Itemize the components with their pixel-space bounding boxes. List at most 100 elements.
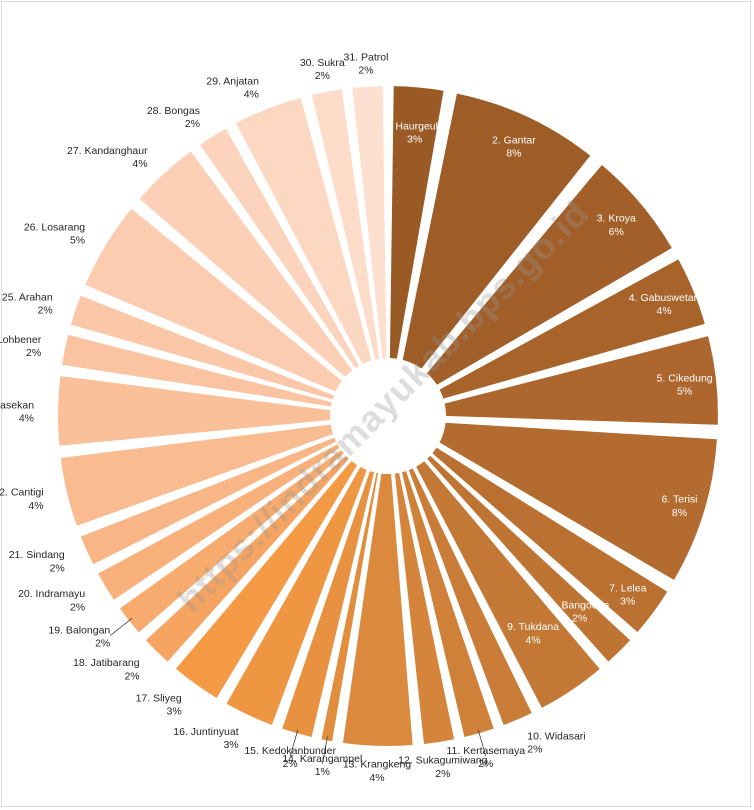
data-label-name-29: 29. Anjatan [206, 75, 259, 87]
data-label-11: 11. Kertasemaya 2% [447, 745, 526, 770]
pie-slice-29 [235, 97, 383, 403]
data-label-5: 5. Cikedung 5% [657, 372, 713, 397]
pie-slice-19 [119, 424, 378, 633]
data-label-name-24: 24. Lohbener [0, 334, 42, 346]
pie-slice-21 [80, 421, 376, 565]
data-label-name-6: 6. Terisi [662, 494, 698, 506]
data-label-value-21: 2% [50, 562, 65, 574]
data-label-value-12: 2% [435, 768, 450, 780]
data-label-value-27: 4% [132, 158, 147, 170]
pie-slice-25 [70, 295, 375, 412]
data-label-value-20: 2% [70, 601, 85, 613]
data-label-value-15: 2% [283, 758, 298, 770]
data-label-25: 25. Arahan 2% [2, 291, 53, 316]
leader-line-15 [289, 729, 299, 757]
leader-line-14 [321, 736, 328, 764]
pie-slice-26 [85, 208, 377, 409]
pie-slice-18 [145, 425, 379, 662]
leader-line-19 [110, 617, 133, 636]
data-label-value-25: 2% [38, 304, 53, 316]
pie-slice-1 [389, 86, 444, 403]
data-label-2: 2. Gantar 8% [492, 134, 536, 159]
pie-slice-24 [62, 334, 375, 414]
data-label-value-26: 5% [70, 235, 85, 247]
data-label-name-30: 30. Sukra [300, 57, 345, 69]
pie-slice-30 [311, 89, 386, 403]
data-label-value-1: 3% [407, 134, 422, 146]
data-label-name-31: 31. Patrol [344, 52, 389, 64]
data-label-19: 19. Balongan 2% [48, 624, 110, 649]
pie-slice-7 [399, 424, 668, 632]
data-label-value-16: 3% [223, 739, 238, 751]
pie-slice-11 [391, 429, 494, 738]
pie-slice-13 [342, 429, 413, 746]
data-label-14: 14. Karangampel 1% [282, 753, 362, 778]
data-label-28: 28. Bongas 2% [147, 105, 200, 130]
data-label-23: 23. Pasekan 4% [0, 399, 34, 424]
data-label-name-20: 20. Indramayu [18, 588, 85, 600]
data-label-name-12: 12. Sukagumiwang [398, 755, 487, 767]
data-label-name-25: 25. Arahan [2, 291, 53, 303]
data-label-value-7: 3% [620, 596, 635, 608]
data-label-16: 16. Juntinyuat 3% [173, 726, 238, 751]
data-label-value-19: 2% [95, 638, 110, 650]
data-label-name-11: 11. Kertasemaya [447, 745, 526, 757]
data-label-1: 1. Haurgeulis 3% [384, 120, 446, 145]
data-label-value-18: 2% [124, 670, 139, 682]
data-label-17: 17. Sliyeg 3% [136, 693, 182, 718]
data-label-value-23: 4% [19, 413, 34, 425]
data-label-4: 4. Gabuswetan 4% [629, 292, 700, 317]
data-label-7: 7. Lelea 3% [609, 583, 647, 608]
data-label-name-27: 27. Kandanghaur [67, 145, 148, 157]
pie-slice-4 [400, 259, 705, 411]
data-label-value-13: 4% [369, 772, 384, 784]
data-label-name-17: 17. Sliyeg [136, 693, 182, 705]
pie-slice-28 [200, 128, 381, 405]
data-label-13: 13. Krangkeng 4% [343, 759, 411, 784]
leader-line-11 [477, 729, 487, 757]
data-label-name-5: 5. Cikedung [657, 372, 713, 384]
pie-slice-22 [60, 419, 375, 526]
pie-slice-3 [398, 164, 672, 407]
pie-slice-8 [397, 425, 631, 662]
data-label-name-26: 26. Losarang [24, 222, 85, 234]
data-label-value-17: 3% [167, 706, 182, 718]
data-label-value-4: 4% [657, 305, 672, 317]
pie-slice-23 [58, 376, 375, 446]
data-label-20: 20. Indramayu 2% [18, 588, 85, 613]
pie-slice-6 [401, 420, 717, 580]
data-label-value-31: 2% [358, 65, 373, 77]
data-label-name-14: 14. Karangampel [282, 753, 362, 765]
data-label-name-18: 18. Jatibarang [73, 657, 140, 669]
pie-slice-31 [352, 86, 388, 403]
pie-slice-15 [282, 429, 385, 738]
data-label-10: 10. Widasari 2% [527, 730, 585, 755]
data-label-name-16: 16. Juntinyuat [173, 726, 238, 738]
data-label-21: 21. Sindang 2% [9, 549, 65, 574]
data-label-value-30: 2% [315, 70, 330, 82]
data-label-value-11: 2% [478, 758, 493, 770]
pie-slice-20 [98, 423, 377, 600]
pie-slice-10 [393, 428, 532, 726]
data-label-name-2: 2. Gantar [492, 134, 536, 146]
data-label-value-9: 4% [526, 634, 541, 646]
data-label-name-3: 3. Kroya [597, 213, 636, 225]
data-label-name-22: 22. Cantigi [0, 487, 44, 499]
data-label-value-6: 8% [672, 507, 687, 519]
data-label-15: 15. Kedokanbunder 2% [244, 745, 336, 770]
data-label-value-14: 1% [315, 766, 330, 778]
data-label-name-19: 19. Balongan [48, 624, 110, 636]
data-label-name-7: 7. Lelea [609, 583, 647, 595]
data-label-value-2: 8% [506, 147, 521, 159]
pie-slice-27 [139, 151, 379, 406]
data-label-name-13: 13. Krangkeng [343, 759, 411, 771]
data-label-value-10: 2% [527, 743, 542, 755]
data-label-value-28: 2% [185, 118, 200, 130]
data-label-name-8: 8. Bangodua [550, 600, 610, 612]
data-label-31: 31. Patrol 2% [344, 52, 389, 77]
data-label-26: 26. Losarang 5% [24, 222, 85, 247]
data-label-value-24: 2% [26, 347, 41, 359]
leader-lines [110, 617, 487, 764]
